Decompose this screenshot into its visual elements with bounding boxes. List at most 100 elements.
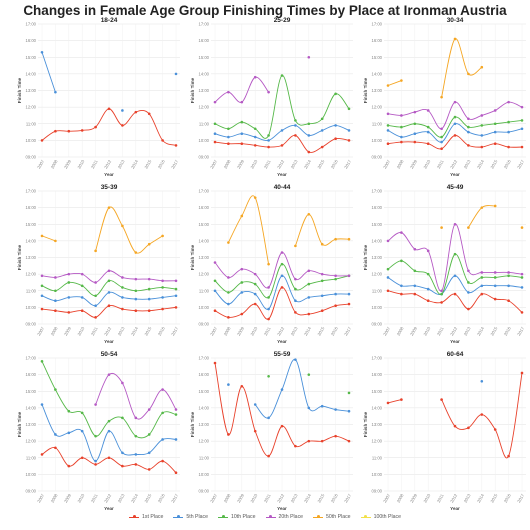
y-tick-label: 10:00 [372,472,383,477]
x-tick-label: 2015 [143,158,152,169]
data-point [334,408,337,411]
y-tick-label: 10:00 [26,305,37,310]
data-point [67,272,71,276]
x-tick-label: 2012 [449,158,458,169]
data-point [520,127,524,131]
data-point [307,282,311,286]
data-point [440,226,443,229]
x-axis-label: Year [450,506,460,511]
y-axis-label: Finish Time [17,77,22,103]
data-point [507,284,510,288]
x-tick-label: 2014 [130,158,139,169]
data-point [386,289,390,293]
data-point [400,259,403,263]
y-tick-label: 17:00 [199,189,210,194]
data-point [94,281,97,284]
data-point [334,274,337,278]
x-tick-label: 2012 [449,492,458,503]
series-50th [40,206,164,254]
data-point [426,125,430,129]
data-point [267,134,270,137]
data-point [307,134,311,137]
x-axis-label: Year [104,172,114,177]
data-point [507,271,510,274]
data-point [107,419,111,423]
data-point [307,373,311,376]
x-tick-label: 2007 [209,492,218,503]
legend-item-50th: 50th Place [313,514,351,520]
data-point [347,292,351,296]
x-tick-label: 2015 [489,158,498,169]
x-tick-label: 2013 [290,492,299,503]
data-point [413,284,417,288]
data-point [334,277,337,281]
panel-title: 55-59 [274,351,291,358]
data-point [440,140,443,144]
data-point [40,307,44,311]
data-point [227,383,230,386]
y-tick-label: 09:00 [199,489,210,494]
data-point [453,37,457,41]
data-point [440,135,443,139]
data-point [67,431,71,435]
data-point [161,307,164,311]
data-point [227,433,230,436]
y-tick-label: 13:00 [199,422,210,427]
data-point [386,267,390,271]
y-tick-label: 16:00 [26,205,37,210]
data-point [213,289,217,293]
data-point [467,72,470,76]
y-tick-label: 10:00 [199,138,210,143]
data-point [493,276,497,279]
y-axis-label: Finish Time [190,411,195,437]
data-point [67,409,71,413]
y-tick-label: 12:00 [26,272,37,277]
data-point [334,137,337,141]
y-tick-label: 15:00 [372,222,383,227]
data-point [453,115,457,119]
legend-item-1st: 1st Place [129,514,163,520]
data-point [267,145,270,149]
data-point [213,309,217,313]
x-tick-label: 2010 [422,158,431,169]
x-tick-label: 2011 [436,326,445,337]
y-tick-label: 11:00 [26,121,37,126]
y-tick-label: 14:00 [372,405,383,410]
data-point [426,130,430,134]
y-tick-label: 09:00 [26,322,37,327]
data-point [121,224,124,228]
y-tick-label: 16:00 [199,372,210,377]
data-point [54,309,57,313]
y-tick-label: 15:00 [26,55,37,60]
x-axis-label: Year [104,506,114,511]
panel-title: 60-64 [447,351,464,358]
x-tick-label: 2010 [249,492,258,503]
series-5th [480,379,484,383]
data-point [467,269,470,273]
x-tick-label: 2017 [343,158,352,169]
y-axis-label: Finish Time [17,411,22,437]
data-point [467,226,470,229]
y-tick-label: 09:00 [26,489,37,494]
series-5th [386,274,524,296]
data-point [174,438,178,441]
data-point [480,114,484,117]
x-tick-label: 2007 [36,325,45,336]
y-tick-label: 14:00 [26,405,37,410]
data-point [400,398,403,401]
x-tick-label: 2007 [209,158,218,169]
series-line [41,52,56,93]
series-1st [213,134,351,154]
x-tick-label: 2009 [63,492,72,503]
y-tick-label: 13:00 [26,422,37,427]
y-axis-label: Finish Time [363,411,368,437]
data-point [121,286,124,289]
y-tick-label: 11:00 [199,288,210,293]
y-tick-label: 16:00 [372,372,383,377]
data-point [134,434,138,438]
x-tick-label: 2011 [263,326,272,337]
y-tick-label: 13:00 [26,255,37,260]
panel-35-39: 35-39 09:00 10:00 11:00 12:00 13:00 14:00 15:00… [17,184,180,344]
y-tick-label: 12:00 [199,439,210,444]
